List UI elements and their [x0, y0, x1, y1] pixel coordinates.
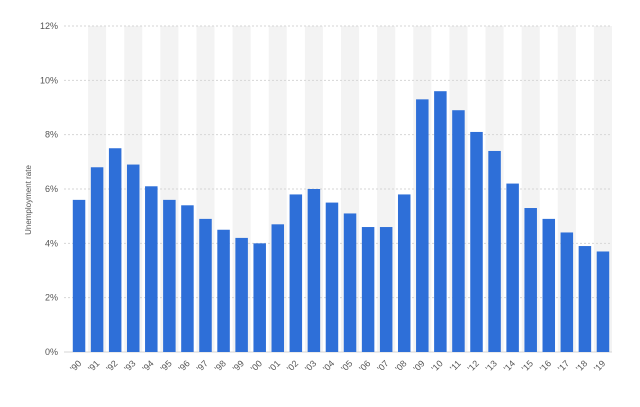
x-axis-ticks: '90'91'92'93'94'95'96'97'98'99'00'01'02 '…	[68, 358, 607, 373]
x-tick-label: '96	[176, 358, 191, 373]
x-tick-label: '04	[321, 358, 336, 373]
x-tick-label: '91	[86, 358, 101, 373]
bar[interactable]	[397, 194, 411, 352]
x-tick-label: '98	[213, 358, 228, 373]
bar[interactable]	[488, 150, 501, 352]
y-tick-label: 12%	[40, 21, 58, 31]
y-tick-label: 0%	[45, 347, 58, 357]
x-tick-label: '17	[556, 358, 571, 373]
x-tick-label: '06	[357, 358, 372, 373]
bar[interactable]	[289, 194, 303, 352]
x-tick-label: '01	[267, 358, 282, 373]
x-tick-label: '12	[466, 358, 481, 373]
x-tick-label: '99	[231, 358, 246, 373]
x-tick-label: '10	[429, 358, 444, 373]
y-axis-label: Unemployment rate	[24, 165, 33, 235]
y-tick-label: 4%	[45, 238, 58, 248]
bar[interactable]	[72, 199, 86, 352]
x-tick-label: '93	[122, 358, 137, 373]
x-tick-label: '05	[339, 358, 354, 373]
bar[interactable]	[307, 189, 321, 352]
bar[interactable]	[126, 164, 140, 352]
bar[interactable]	[343, 213, 357, 352]
bar[interactable]	[235, 237, 248, 352]
bar[interactable]	[452, 110, 465, 352]
bar[interactable]	[90, 167, 104, 352]
x-tick-label: '19	[592, 358, 607, 373]
x-tick-label: '07	[375, 358, 390, 373]
bar[interactable]	[271, 224, 285, 352]
bar[interactable]	[145, 186, 158, 352]
x-tick-label: '95	[158, 358, 173, 373]
x-tick-label: '02	[285, 358, 300, 373]
x-tick-label: '00	[249, 358, 264, 373]
x-tick-label: '11	[448, 358, 463, 373]
x-tick-label: '94	[140, 358, 155, 373]
bar[interactable]	[163, 199, 176, 352]
x-tick-label: '18	[574, 358, 589, 373]
x-tick-label: '92	[104, 358, 119, 373]
y-tick-label: 8%	[45, 130, 58, 140]
x-tick-label: '14	[502, 358, 517, 373]
x-tick-label: '03	[303, 358, 318, 373]
x-tick-label: '16	[538, 358, 553, 373]
bar[interactable]	[596, 251, 610, 352]
x-tick-label: '13	[484, 358, 499, 373]
y-tick-label: 6%	[45, 184, 58, 194]
bars-group	[72, 91, 610, 352]
bar[interactable]	[416, 99, 429, 352]
x-tick-label: '90	[68, 358, 83, 373]
bar[interactable]	[181, 205, 194, 352]
bar[interactable]	[361, 227, 375, 352]
bar[interactable]	[578, 246, 592, 352]
bar[interactable]	[199, 218, 212, 352]
bar[interactable]	[506, 183, 519, 352]
bar[interactable]	[524, 208, 537, 352]
x-tick-label: '09	[411, 358, 426, 373]
bar[interactable]	[253, 243, 266, 352]
bar[interactable]	[217, 229, 230, 352]
bar[interactable]	[542, 218, 556, 352]
bar[interactable]	[434, 91, 447, 352]
bar[interactable]	[470, 131, 483, 352]
bar[interactable]	[108, 148, 122, 352]
bar[interactable]	[560, 232, 574, 352]
x-tick-label: '08	[393, 358, 408, 373]
bar[interactable]	[325, 202, 339, 352]
x-tick-label: '97	[195, 358, 210, 373]
bar[interactable]	[379, 227, 393, 352]
y-tick-label: 2%	[45, 293, 58, 303]
y-axis-ticks: 0% 2% 4% 6% 8% 10% 12%	[40, 21, 58, 357]
y-tick-label: 10%	[40, 75, 58, 85]
x-tick-label: '15	[520, 358, 535, 373]
